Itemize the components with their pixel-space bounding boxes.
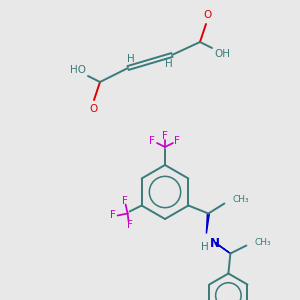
Polygon shape bbox=[206, 214, 209, 233]
Text: H: H bbox=[127, 54, 135, 64]
Text: F: F bbox=[127, 220, 133, 230]
Text: HO: HO bbox=[70, 65, 86, 75]
Text: CH₃: CH₃ bbox=[254, 238, 271, 247]
Text: O: O bbox=[203, 10, 211, 20]
Text: F: F bbox=[162, 131, 168, 141]
Text: H: H bbox=[165, 59, 173, 69]
Text: OH: OH bbox=[214, 49, 230, 59]
Text: CH₃: CH₃ bbox=[232, 195, 249, 204]
Text: N: N bbox=[209, 237, 219, 250]
Text: F: F bbox=[149, 136, 155, 146]
Polygon shape bbox=[215, 242, 230, 253]
Text: F: F bbox=[122, 196, 128, 206]
Text: F: F bbox=[110, 211, 116, 220]
Text: O: O bbox=[89, 104, 97, 114]
Text: F: F bbox=[174, 136, 180, 146]
Text: H: H bbox=[200, 242, 208, 253]
